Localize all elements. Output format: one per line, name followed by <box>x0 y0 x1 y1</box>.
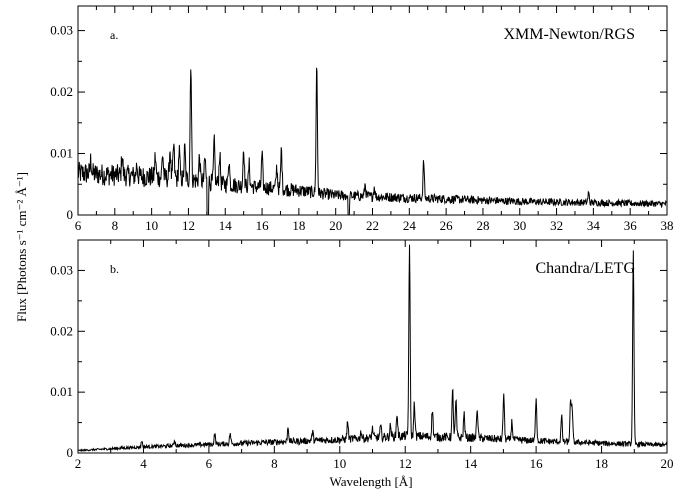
x-tick-label: 36 <box>624 218 638 233</box>
x-tick-label: 18 <box>292 218 305 233</box>
y-tick-label: 0.01 <box>50 384 73 399</box>
x-tick-label: 10 <box>333 456 346 471</box>
instrument-label: Chandra/LETG <box>535 260 635 277</box>
x-tick-label: 18 <box>595 456 608 471</box>
x-tick-label: 12 <box>399 456 412 471</box>
instrument-label: XMM-Newton/RGS <box>503 26 635 43</box>
y-tick-label: 0.01 <box>50 146 73 161</box>
panel-label: a. <box>110 28 118 42</box>
x-tick-label: 4 <box>140 456 147 471</box>
panel-b: 2 4 6 8 10 12 14 16 18 20 0 0.01 0.02 0.03 b. Chandra/L… <box>50 239 674 471</box>
x-tick-label: 24 <box>403 218 417 233</box>
y-tick-label: 0.03 <box>50 262 73 277</box>
x-tick-label: 34 <box>587 218 601 233</box>
spectrum-line <box>78 67 667 215</box>
x-tick-label: 22 <box>366 218 379 233</box>
x-tick-label: 6 <box>206 456 213 471</box>
x-tick-label: 26 <box>440 218 454 233</box>
x-tick-label: 32 <box>550 218 563 233</box>
x-axis-title: Wavelength [Å] <box>329 474 412 489</box>
x-tick-label: 20 <box>661 456 674 471</box>
spectrum-line <box>78 244 667 453</box>
x-tick-label: 16 <box>530 456 544 471</box>
y-tick-label: 0.03 <box>50 23 73 38</box>
x-tick-label: 28 <box>476 218 489 233</box>
y-tick-label: 0 <box>67 445 74 460</box>
x-tick-label: 14 <box>464 456 478 471</box>
x-tick-label: 30 <box>513 218 526 233</box>
y-tick-label: 0.02 <box>50 84 73 99</box>
y-tick-label: 0.02 <box>50 323 73 338</box>
panel-a: 6 8 10 12 14 16 18 20 22 24 26 28 30 32 34 36 38 0 0.01 0.0… <box>50 5 674 233</box>
y-axis-title: Flux [Photons s⁻¹ cm⁻² Å⁻¹] <box>14 172 29 322</box>
panel-label: b. <box>110 262 119 276</box>
y-tick-label: 0 <box>67 207 74 222</box>
x-tick-label: 16 <box>256 218 270 233</box>
x-tick-label: 20 <box>329 218 342 233</box>
x-tick-label: 12 <box>182 218 195 233</box>
x-tick-label: 10 <box>145 218 158 233</box>
x-tick-label: 8 <box>271 456 278 471</box>
x-tick-label: 14 <box>219 218 233 233</box>
x-tick-label: 8 <box>112 218 119 233</box>
x-tick-label: 2 <box>75 456 82 471</box>
x-tick-label: 38 <box>661 218 674 233</box>
x-tick-label: 6 <box>75 218 82 233</box>
